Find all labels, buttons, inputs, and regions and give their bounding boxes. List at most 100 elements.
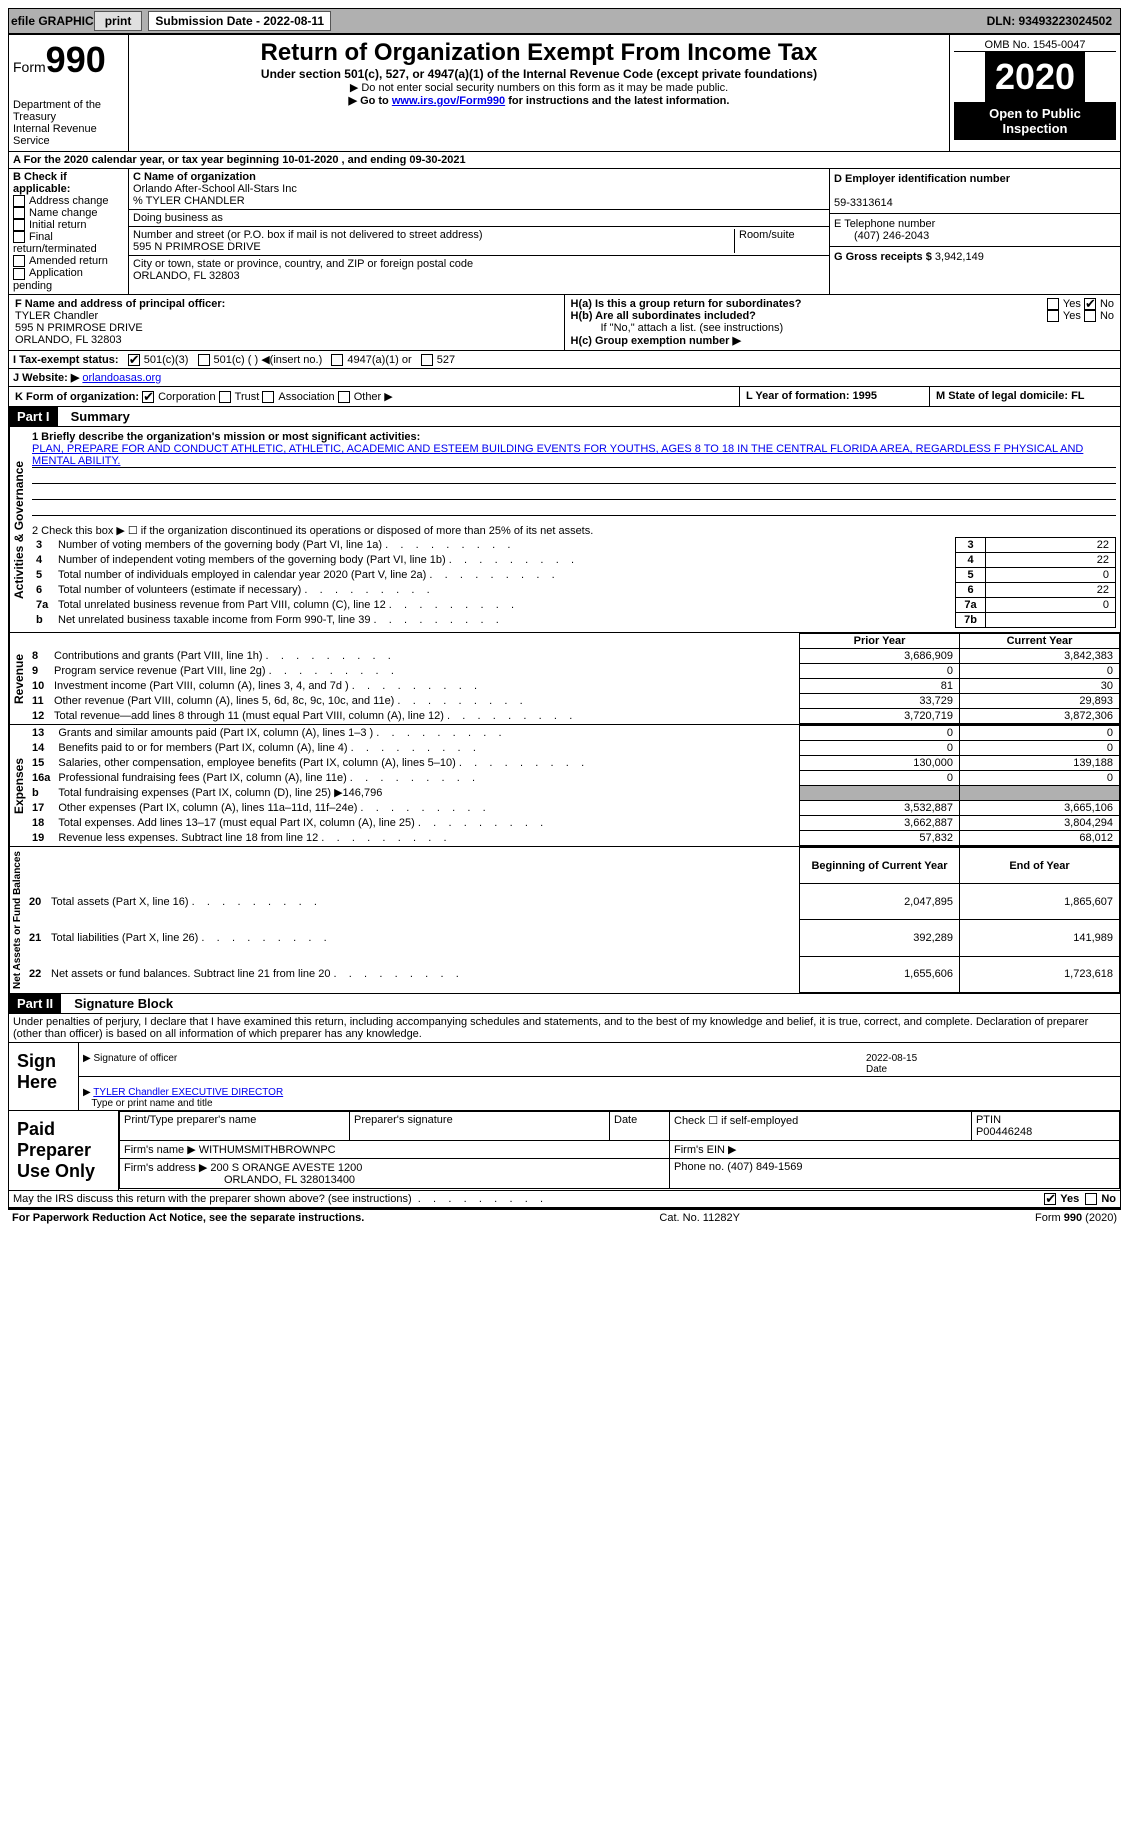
hb-no[interactable] xyxy=(1084,310,1096,322)
k-trust: Trust xyxy=(235,391,260,403)
check-address-change[interactable] xyxy=(13,195,25,207)
line-a: A For the 2020 calendar year, or tax yea… xyxy=(8,152,1121,169)
page-footer: For Paperwork Reduction Act Notice, see … xyxy=(8,1208,1121,1226)
signature-block: Sign Here ▶ Signature of officer 2022-08… xyxy=(8,1043,1121,1111)
prep-sig-hdr: Preparer's signature xyxy=(350,1111,610,1140)
check-assoc[interactable] xyxy=(262,391,274,403)
i-501c3: 501(c)(3) xyxy=(144,354,189,366)
i-label: I Tax-exempt status: xyxy=(13,354,119,366)
prep-date-hdr: Date xyxy=(610,1111,670,1140)
check-pending[interactable] xyxy=(13,268,25,280)
hb-yes[interactable] xyxy=(1047,310,1059,322)
part-i-title: Summary xyxy=(61,409,130,424)
state-domicile: M State of legal domicile: FL xyxy=(930,387,1120,406)
street-value: 595 N PRIMROSE DRIVE xyxy=(133,241,261,253)
check-final[interactable] xyxy=(13,231,25,243)
street-label: Number and street (or P.O. box if mail i… xyxy=(133,229,483,241)
line-i: I Tax-exempt status: 501(c)(3) 501(c) ( … xyxy=(8,351,1121,369)
discuss-no[interactable] xyxy=(1085,1193,1097,1205)
k-corp: Corporation xyxy=(158,391,215,403)
ha-yes[interactable] xyxy=(1047,298,1059,310)
check-corp[interactable] xyxy=(142,391,154,403)
prep-phone: (407) 849-1569 xyxy=(727,1161,802,1173)
check-501c[interactable] xyxy=(198,354,210,366)
ha-no[interactable] xyxy=(1084,298,1096,310)
prep-name-hdr: Print/Type preparer's name xyxy=(120,1111,350,1140)
mission-label: 1 Briefly describe the organization's mi… xyxy=(32,431,1116,443)
b-label: B Check if applicable: xyxy=(13,171,70,195)
check-501c3[interactable] xyxy=(128,354,140,366)
discuss-yes[interactable] xyxy=(1044,1193,1056,1205)
care-of: % TYLER CHANDLER xyxy=(133,195,245,207)
check-amended[interactable] xyxy=(13,255,25,267)
ein-value: 59-3313614 xyxy=(834,197,893,209)
line-klm: K Form of organization: Corporation Trus… xyxy=(8,387,1121,407)
section-b: B Check if applicable: Address change Na… xyxy=(9,169,129,294)
print-button[interactable]: print xyxy=(94,11,143,31)
sign-here-label: Sign Here xyxy=(9,1043,79,1110)
section-fh: F Name and address of principal officer:… xyxy=(8,295,1121,351)
g-label: G Gross receipts $ xyxy=(834,251,932,263)
city-value: ORLANDO, FL 32803 xyxy=(133,270,240,282)
line-j: J Website: ▶ orlandoasas.org xyxy=(8,369,1121,387)
form-header: Form990 Department of the Treasury Inter… xyxy=(8,34,1121,152)
discuss-label: May the IRS discuss this return with the… xyxy=(13,1193,412,1205)
org-name: Orlando After-School All-Stars Inc xyxy=(133,183,297,195)
hb-label: H(b) Are all subordinates included? xyxy=(571,310,756,322)
discuss-no-lbl: No xyxy=(1101,1193,1116,1205)
opt-initial: Initial return xyxy=(29,219,86,231)
omb-number: OMB No. 1545-0047 xyxy=(954,39,1116,52)
k-other: Other ▶ xyxy=(354,391,393,403)
website-link[interactable]: orlandoasas.org xyxy=(82,372,161,384)
j-label: J Website: ▶ xyxy=(13,372,79,384)
part-i-header: Part I Summary xyxy=(8,407,1121,427)
expenses-table: 13Grants and similar amounts paid (Part … xyxy=(28,725,1120,846)
e-label: E Telephone number xyxy=(834,218,935,230)
f-label: F Name and address of principal officer: xyxy=(15,298,225,310)
footer-left: For Paperwork Reduction Act Notice, see … xyxy=(12,1212,364,1224)
check-name-change[interactable] xyxy=(13,207,25,219)
tax-year: 2020 xyxy=(987,54,1083,100)
k-assoc: Association xyxy=(278,391,334,403)
ha-no-lbl: No xyxy=(1100,298,1114,310)
part-ii-label: Part II xyxy=(9,994,61,1013)
part-i-label: Part I xyxy=(9,407,58,426)
goto-post: for instructions and the latest informat… xyxy=(505,95,729,107)
netassets-table: Beginning of Current YearEnd of Year20To… xyxy=(25,847,1120,993)
hc-label: H(c) Group exemption number ▶ xyxy=(571,334,1115,347)
footer-right: Form 990 (2020) xyxy=(1035,1212,1117,1224)
opt-final: Final return/terminated xyxy=(13,231,97,255)
line-2-checkbox: 2 Check this box ▶ ☐ if the organization… xyxy=(32,524,1116,537)
ptin-label: PTIN xyxy=(976,1114,1001,1126)
tax-year-range: For the 2020 calendar year, or tax year … xyxy=(24,154,466,166)
omb-year-cell: OMB No. 1545-0047 2020 Open to Public In… xyxy=(950,35,1120,151)
opt-amended: Amended return xyxy=(29,255,108,267)
k-label: K Form of organization: xyxy=(15,391,139,403)
check-initial[interactable] xyxy=(13,219,25,231)
check-4947[interactable] xyxy=(331,354,343,366)
ha-yes-lbl: Yes xyxy=(1063,298,1081,310)
firm-ein-label: Firm's EIN ▶ xyxy=(670,1140,1120,1158)
firm-addr-label: Firm's address ▶ xyxy=(124,1162,207,1174)
firm-addr-1: 200 S ORANGE AVESTE 1200 xyxy=(210,1162,362,1174)
d-label: D Employer identification number xyxy=(834,173,1010,185)
top-bar: efile GRAPHIC print Submission Date - 20… xyxy=(8,8,1121,34)
year-formation: L Year of formation: 1995 xyxy=(740,387,930,406)
check-other[interactable] xyxy=(338,391,350,403)
check-trust[interactable] xyxy=(219,391,231,403)
form-990: 990 xyxy=(46,39,106,80)
dept-treasury: Department of the Treasury Internal Reve… xyxy=(13,99,124,147)
governance-table: 3Number of voting members of the governi… xyxy=(32,537,1116,628)
paid-preparer-block: Paid Preparer Use Only Print/Type prepar… xyxy=(8,1111,1121,1191)
submission-date: Submission Date - 2022-08-11 xyxy=(148,11,331,31)
title-cell: Return of Organization Exempt From Incom… xyxy=(129,35,950,151)
hb-no-lbl: No xyxy=(1100,310,1114,322)
vert-governance: Activities & Governance xyxy=(9,427,28,632)
return-title: Return of Organization Exempt From Incom… xyxy=(133,39,945,67)
check-527[interactable] xyxy=(421,354,433,366)
irs-link[interactable]: www.irs.gov/Form990 xyxy=(392,95,505,107)
firm-name-label: Firm's name ▶ xyxy=(124,1144,196,1156)
city-label: City or town, state or province, country… xyxy=(133,258,473,270)
self-employed: Check ☐ if self-employed xyxy=(670,1111,972,1140)
phone-value: (407) 246-2043 xyxy=(834,230,929,242)
